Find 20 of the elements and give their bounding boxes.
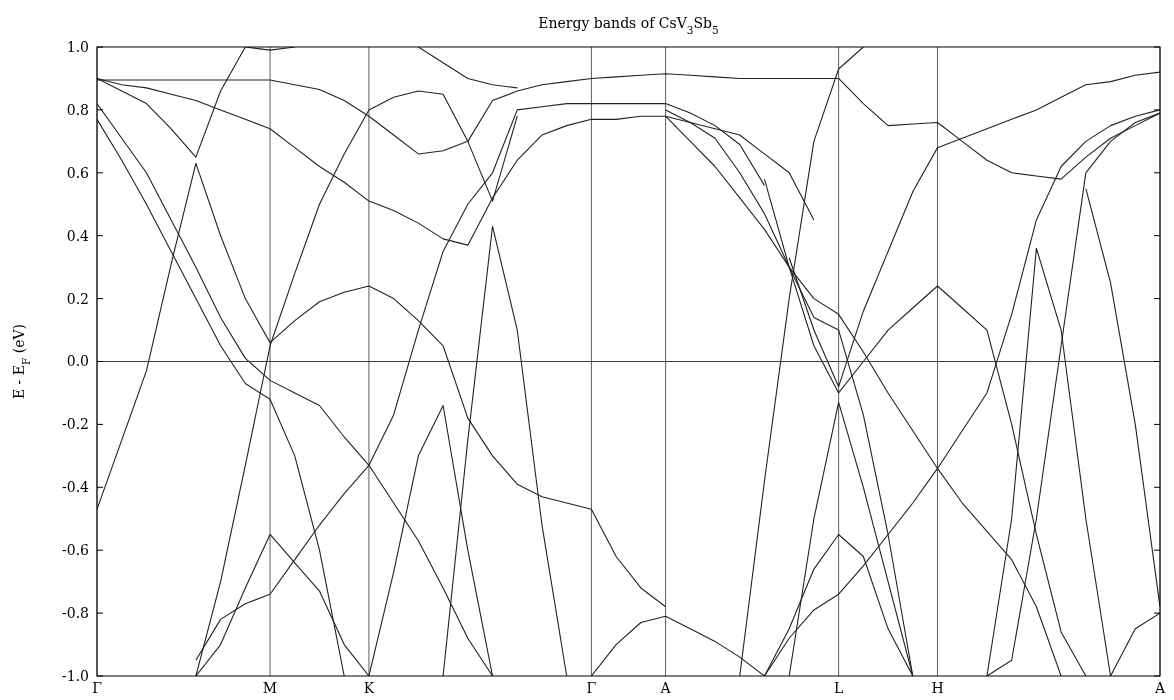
x-tick-label: M <box>262 680 278 696</box>
x-tick-label: Γ <box>586 680 597 696</box>
y-tick-label: 1.0 <box>66 38 89 55</box>
x-tick-label: A <box>1153 680 1166 696</box>
y-tick-label: -0.2 <box>62 416 89 433</box>
y-tick-label: 0.4 <box>66 227 90 244</box>
y-tick-label: 0.6 <box>66 164 90 181</box>
y-tick-label: 0.2 <box>66 290 89 307</box>
y-tick-label: 0.8 <box>66 101 89 118</box>
x-tick-label: L <box>833 680 844 696</box>
x-tick-label: H <box>931 680 944 696</box>
y-tick-label: 0.0 <box>66 353 89 370</box>
x-tick-label: K <box>363 680 375 696</box>
y-tick-label: -0.6 <box>62 542 90 559</box>
x-tick-label: A <box>659 680 672 696</box>
y-tick-label: -0.8 <box>62 605 89 621</box>
x-tick-label: Γ <box>92 680 103 696</box>
y-tick-label: -1.0 <box>62 667 89 684</box>
y-tick-label: -0.4 <box>62 479 90 496</box>
chart-title: Energy bands of CsV$_{3}$Sb$_{5}$ <box>538 15 719 36</box>
